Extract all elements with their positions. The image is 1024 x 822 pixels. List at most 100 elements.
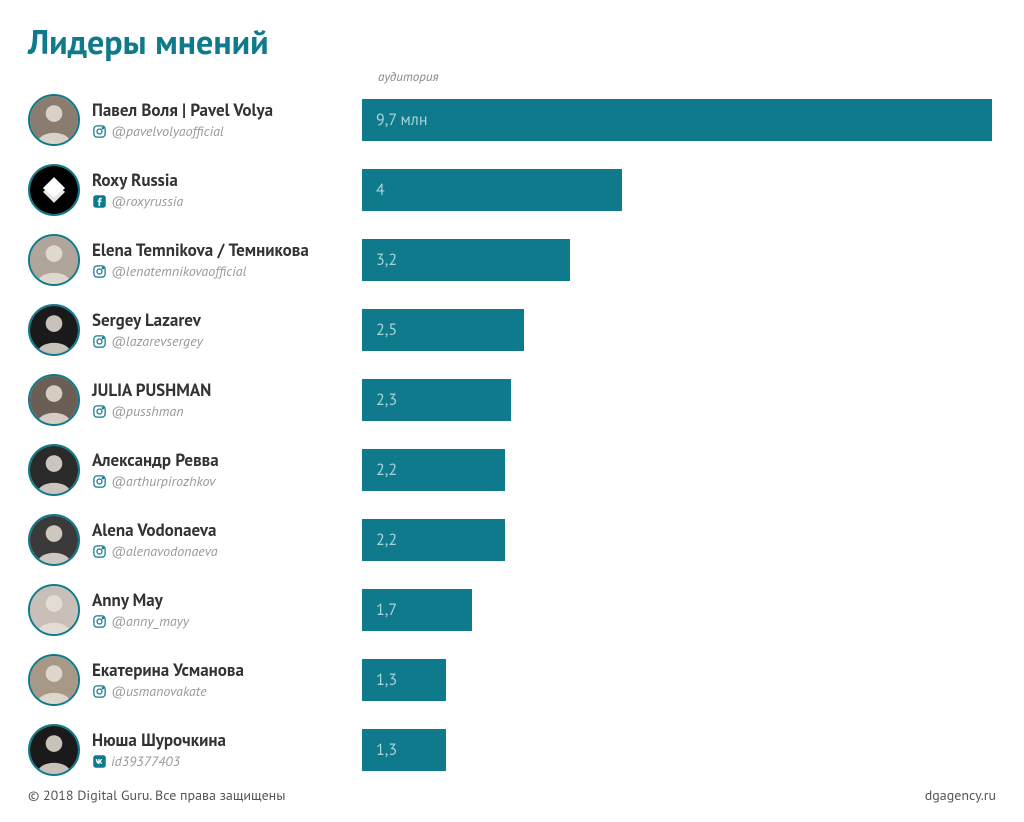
vk-icon — [92, 754, 107, 769]
bar-value-label: 2,2 — [376, 530, 397, 550]
bar: 3,2 — [362, 239, 570, 281]
influencer-name: Anny May — [92, 590, 352, 610]
influencer-name: Екатерина Усманова — [92, 660, 352, 680]
influencer-name: Alena Vodonaeva — [92, 520, 352, 540]
handle-text[interactable]: @pusshman — [111, 402, 184, 420]
bar-value-label: 3,2 — [376, 250, 397, 270]
handle-line: @usmanovakate — [92, 682, 352, 700]
site-link[interactable]: dgagency.ru — [925, 786, 996, 804]
list-item: Elena Temnikova / Темникова @lenatemnikov… — [28, 232, 996, 288]
handle-text[interactable]: @roxyrussia — [111, 192, 183, 210]
avatar — [28, 374, 80, 426]
handle-line: @lenatemnikovaofficial — [92, 262, 352, 280]
page-title: Лидеры мнений — [28, 20, 996, 64]
avatar — [28, 724, 80, 776]
influencer-name: Нюша Шурочкина — [92, 730, 352, 750]
bar-value-label: 1,3 — [376, 670, 397, 690]
bar: 1,3 — [362, 729, 446, 771]
bar-wrap: 4 — [362, 169, 996, 211]
bar: 2,2 — [362, 449, 505, 491]
list-item: Екатерина Усманова @usmanovakate 1,3 — [28, 652, 996, 708]
instagram-icon — [92, 544, 107, 559]
avatar — [28, 514, 80, 566]
list-item: Alena Vodonaeva @alenavodonaeva 2,2 — [28, 512, 996, 568]
bar-wrap: 1,7 — [362, 589, 996, 631]
influencer-info: Александр Ревва @arthurpirozhkov — [92, 450, 352, 490]
avatar — [28, 444, 80, 496]
influencer-info: Alena Vodonaeva @alenavodonaeva — [92, 520, 352, 560]
handle-text[interactable]: @lenatemnikovaofficial — [111, 262, 246, 280]
instagram-icon — [92, 334, 107, 349]
facebook-icon — [92, 194, 107, 209]
axis-label: аудитория — [378, 68, 439, 85]
list-item: Павел Воля | Pavel Volya @pavelvolyaoffic… — [28, 92, 996, 148]
influencer-info: Elena Temnikova / Темникова @lenatemnikov… — [92, 240, 352, 280]
bar-value-label: 9,7 млн — [376, 110, 427, 130]
bar: 1,7 — [362, 589, 472, 631]
bar-wrap: 2,5 — [362, 309, 996, 351]
handle-text[interactable]: @alenavodonaeva — [111, 542, 218, 560]
bar-wrap: 2,2 — [362, 449, 996, 491]
avatar — [28, 94, 80, 146]
handle-line: @pusshman — [92, 402, 352, 420]
influencer-info: Roxy Russia @roxyrussia — [92, 170, 352, 210]
footer: © 2018 Digital Guru. Все права защищены … — [28, 786, 996, 804]
bar-value-label: 1,3 — [376, 740, 397, 760]
handle-line: @lazarevsergey — [92, 332, 352, 350]
bar-wrap: 2,2 — [362, 519, 996, 561]
bar-wrap: 3,2 — [362, 239, 996, 281]
chart-rows: Павел Воля | Pavel Volya @pavelvolyaoffic… — [28, 82, 996, 778]
influencer-name: Roxy Russia — [92, 170, 352, 190]
avatar — [28, 234, 80, 286]
bar-value-label: 2,3 — [376, 390, 397, 410]
list-item: Нюша Шурочкина id39377403 1,3 — [28, 722, 996, 778]
bar: 1,3 — [362, 659, 446, 701]
influencer-info: Павел Воля | Pavel Volya @pavelvolyaoffic… — [92, 100, 352, 140]
bar-wrap: 1,3 — [362, 659, 996, 701]
list-item: Anny May @anny_mayy 1,7 — [28, 582, 996, 638]
handle-text[interactable]: id39377403 — [111, 752, 180, 770]
handle-line: id39377403 — [92, 752, 352, 770]
avatar — [28, 654, 80, 706]
avatar — [28, 584, 80, 636]
bar: 4 — [362, 169, 622, 211]
influencer-info: Екатерина Усманова @usmanovakate — [92, 660, 352, 700]
handle-line: @anny_mayy — [92, 612, 352, 630]
copyright-text: © 2018 Digital Guru. Все права защищены — [28, 786, 286, 804]
handle-text[interactable]: @anny_mayy — [111, 612, 189, 630]
handle-text[interactable]: @usmanovakate — [111, 682, 207, 700]
influencer-name: Павел Воля | Pavel Volya — [92, 100, 352, 120]
influencer-name: Sergey Lazarev — [92, 310, 352, 330]
bar: 2,2 — [362, 519, 505, 561]
influencer-info: Нюша Шурочкина id39377403 — [92, 730, 352, 770]
list-item: Sergey Lazarev @lazarevsergey 2,5 — [28, 302, 996, 358]
bar-value-label: 2,5 — [376, 320, 397, 340]
bar: 2,3 — [362, 379, 511, 421]
avatar — [28, 304, 80, 356]
list-item: Александр Ревва @arthurpirozhkov 2,2 — [28, 442, 996, 498]
handle-text[interactable]: @lazarevsergey — [111, 332, 203, 350]
instagram-icon — [92, 474, 107, 489]
list-item: Roxy Russia @roxyrussia 4 — [28, 162, 996, 218]
handle-text[interactable]: @arthurpirozhkov — [111, 472, 215, 490]
bar-value-label: 2,2 — [376, 460, 397, 480]
bar: 9,7 млн — [362, 99, 992, 141]
instagram-icon — [92, 614, 107, 629]
bar-wrap: 9,7 млн — [362, 99, 996, 141]
chart-area: аудитория Павел Воля | Pavel Volya@pavel… — [28, 82, 996, 778]
bar-value-label: 4 — [376, 180, 385, 200]
influencer-info: Anny May @anny_mayy — [92, 590, 352, 630]
handle-line: @roxyrussia — [92, 192, 352, 210]
instagram-icon — [92, 684, 107, 699]
bar-wrap: 2,3 — [362, 379, 996, 421]
handle-text[interactable]: @pavelvolyaofficial — [111, 122, 224, 140]
influencer-name: Александр Ревва — [92, 450, 352, 470]
handle-line: @alenavodonaeva — [92, 542, 352, 560]
bar-wrap: 1,3 — [362, 729, 996, 771]
handle-line: @arthurpirozhkov — [92, 472, 352, 490]
instagram-icon — [92, 264, 107, 279]
influencer-info: JULIA PUSHMAN @pusshman — [92, 380, 352, 420]
influencer-name: JULIA PUSHMAN — [92, 380, 352, 400]
influencer-name: Elena Temnikova / Темникова — [92, 240, 352, 260]
list-item: JULIA PUSHMAN @pusshman 2,3 — [28, 372, 996, 428]
